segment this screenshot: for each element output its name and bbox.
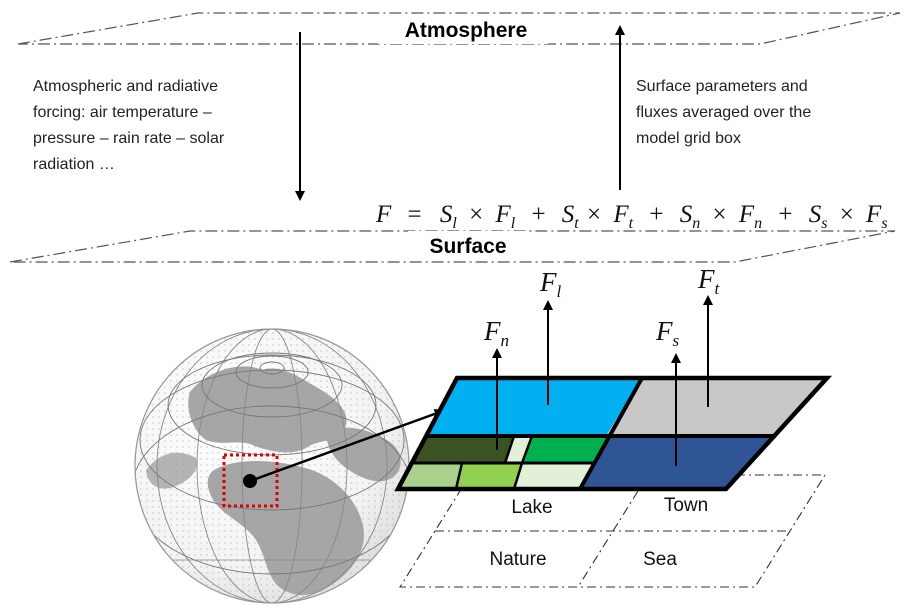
globe-illustration [134,328,410,604]
forcing-line-4: radiation … [33,156,115,173]
term-sea-fraction: S [809,201,822,228]
nature-subtile-dark [412,436,514,463]
nature-subtile-light [398,463,462,489]
term-nature-fraction: S [680,201,693,228]
surface-parameters-description: Surface parameters and fluxes averaged o… [636,78,811,147]
forcing-line-3: pressure – rain rate – solar [33,130,225,147]
tile-label-nature: Nature [489,549,546,570]
term-lake-flux: F [494,201,511,228]
flux-label-lake: Fl [539,267,562,301]
equation-equals: = [408,201,422,228]
forcing-line-1: Atmospheric and radiative [33,78,218,95]
surface-plane: Surface [9,230,896,263]
atmosphere-plane: Atmosphere [17,12,901,45]
flux-equation: F = Sl × Fl + St × Ft + Sn × Fn + Ss × F… [375,201,888,234]
term-lake-fraction: S [440,201,453,228]
atmosphere-title: Atmosphere [405,19,528,42]
zoom-arrow [249,409,445,483]
tile-label-town: Town [664,495,708,516]
forcing-line-2: forcing: air temperature – [33,104,212,121]
grid-box-marker [222,453,279,508]
surface-title: Surface [429,235,506,258]
tile-label-lake: Lake [511,497,552,518]
nature-subtile-green [522,436,606,463]
term-sea-flux: F [865,201,882,228]
nature-subtile-lime [456,463,522,489]
tile-label-sea: Sea [643,549,677,570]
equation-lhs: F [375,201,392,228]
surface-text-line-2: fluxes averaged over the [636,104,811,121]
lake-tile [426,378,642,436]
sea-tile [580,436,776,489]
term-town-flux: F [612,201,629,228]
nature-subtile-pale-2 [514,463,596,489]
flux-label-sea: Fs [655,316,680,350]
surface-text-line-3: model grid box [636,130,741,147]
flux-label-town: Ft [697,264,721,298]
term-town-fraction: S [562,201,575,228]
forcing-description: Atmospheric and radiative forcing: air t… [33,78,225,173]
flux-label-nature: Fn [483,316,509,350]
surface-grid-box [394,375,833,492]
surface-text-line-1: Surface parameters and [636,78,808,95]
town-tile [606,378,827,436]
tile-grid [399,474,826,588]
term-nature-flux: F [738,201,755,228]
